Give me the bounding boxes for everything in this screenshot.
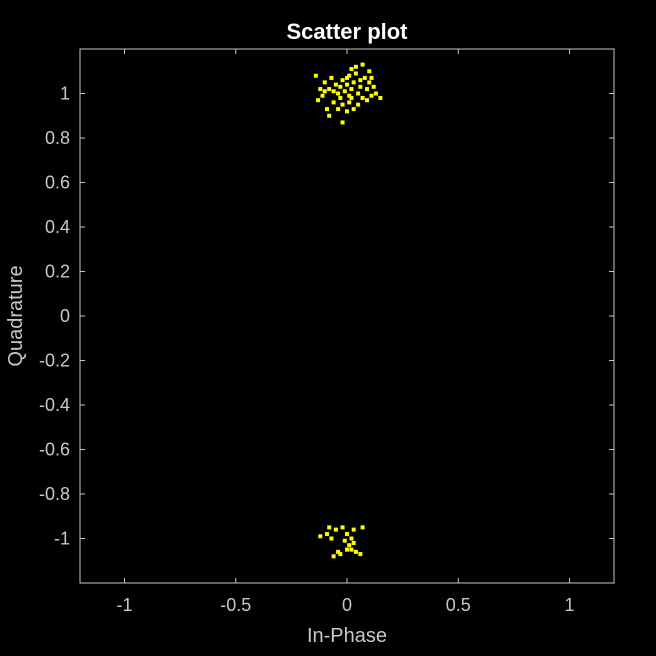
scatter-point [322, 80, 327, 85]
scatter-point [340, 120, 345, 125]
scatter-point [371, 84, 376, 89]
scatter-point [331, 554, 336, 559]
scatter-point [336, 91, 341, 96]
scatter-point [349, 95, 354, 100]
scatter-point [369, 75, 374, 80]
x-tick-label: 0.5 [446, 595, 471, 615]
y-axis-label: Quadrature [5, 265, 27, 366]
scatter-point [351, 527, 356, 532]
y-tick-label: 0.4 [45, 217, 70, 237]
scatter-point [351, 80, 356, 85]
x-axis-ticks: -1 -0.5 0 0.5 1 [116, 49, 575, 615]
scatter-point [349, 536, 354, 541]
scatter-point [353, 64, 358, 69]
x-axis-label: In-Phase [307, 625, 387, 647]
y-tick-label: 0 [60, 306, 70, 326]
scatter-point [349, 67, 354, 72]
scatter-point [345, 547, 349, 552]
scatter-point [331, 100, 336, 105]
scatter-point [378, 95, 383, 100]
scatter-point [327, 525, 332, 530]
scatter-point [347, 100, 352, 105]
scatter-point [340, 78, 345, 83]
scatter-point [340, 102, 345, 107]
y-tick-label: -0.4 [39, 395, 70, 415]
scatter-point [369, 93, 374, 98]
scatter-point [367, 69, 372, 74]
scatter-point [358, 552, 363, 557]
x-tick-label: -1 [116, 595, 132, 615]
scatter-point [351, 107, 356, 112]
scatter-point [347, 73, 352, 78]
scatter-point [333, 82, 338, 87]
scatter-point [373, 91, 378, 96]
scatter-point [329, 75, 334, 80]
scatter-point [353, 549, 358, 554]
scatter-point [342, 89, 347, 94]
scatter-point [356, 91, 361, 96]
scatter-point [347, 543, 352, 548]
scatter-point [331, 89, 336, 94]
scatter-point [338, 95, 343, 100]
y-tick-label: 0.6 [45, 173, 70, 193]
scatter-point [324, 532, 329, 537]
scatter-point [345, 82, 349, 87]
x-tick-label: -0.5 [220, 595, 251, 615]
scatter-point [365, 98, 370, 103]
scatter-point [347, 93, 352, 98]
scatter-point [338, 552, 343, 557]
scatter-point [318, 534, 323, 539]
scatter-point [358, 84, 363, 89]
y-tick-label: 1 [60, 84, 70, 104]
chart-title: Scatter plot [286, 19, 408, 44]
scatter-point [318, 87, 323, 92]
scatter-point [329, 536, 334, 541]
scatter-point [333, 527, 338, 532]
scatter-point [360, 525, 365, 530]
x-tick-label: 0 [342, 595, 352, 615]
scatter-point [351, 540, 356, 545]
y-tick-label: -0.6 [39, 440, 70, 460]
scatter-point [327, 87, 332, 92]
y-tick-label: -0.8 [39, 484, 70, 504]
scatter-point [320, 93, 325, 98]
y-axis-ticks: 1 0.8 0.6 0.4 0.2 0 -0.2 -0.4 -0.6 -0.8 -1 [39, 84, 614, 549]
scatter-point [322, 89, 327, 94]
scatter-point [358, 78, 363, 83]
scatter-point [327, 113, 332, 118]
scatter-point [324, 107, 329, 112]
y-tick-label: 0.2 [45, 262, 70, 282]
scatter-point [362, 75, 367, 80]
scatter-point [345, 532, 349, 537]
x-tick-label: 1 [564, 595, 574, 615]
scatter-point [342, 538, 347, 543]
scatter-point [338, 84, 343, 89]
y-tick-label: -0.2 [39, 351, 70, 371]
scatter-point [336, 549, 341, 554]
scatter-point [356, 102, 361, 107]
scatter-point [353, 71, 358, 76]
scatter-point [336, 107, 341, 112]
scatter-point [360, 62, 365, 67]
y-tick-label: -1 [54, 529, 70, 549]
scatter-point [313, 73, 318, 78]
scatter-point [360, 95, 365, 100]
scatter-point [345, 75, 349, 80]
scatter-point [340, 525, 345, 530]
data-points [313, 62, 383, 559]
scatter-point [316, 98, 321, 103]
plot-area [79, 48, 615, 584]
scatter-point [367, 80, 372, 85]
scatter-point [349, 87, 354, 92]
scatter-point [365, 87, 370, 92]
scatter-point [349, 547, 354, 552]
y-tick-label: 0.8 [45, 128, 70, 148]
scatter-point [345, 109, 349, 114]
